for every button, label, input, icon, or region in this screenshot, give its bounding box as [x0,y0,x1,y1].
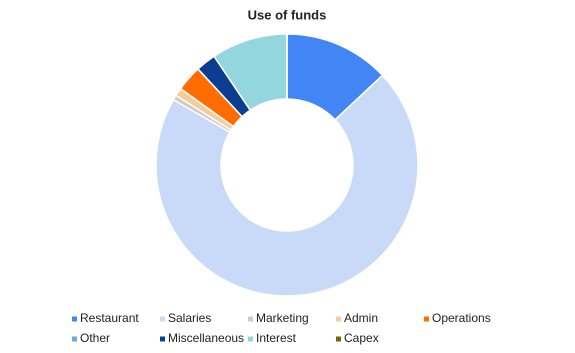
legend-swatch [160,336,165,342]
legend-swatch [424,316,429,322]
legend-swatch [72,336,77,342]
legend-swatch [248,316,253,322]
legend-label: Interest [256,331,297,345]
legend-label: Operations [432,311,491,325]
legend-label: Marketing [256,311,309,325]
chart-title: Use of funds [248,7,327,22]
legend-label: Other [80,331,110,345]
legend-swatch [72,316,77,322]
legend-swatch [336,316,341,322]
legend-label: Salaries [168,311,211,325]
legend-label: Miscellaneous [168,331,244,345]
legend-swatch [248,336,253,342]
legend-swatch [160,316,165,322]
legend-swatch [336,336,341,342]
legend-label: Capex [344,331,379,345]
legend-label: Admin [344,311,378,325]
legend-label: Restaurant [80,311,139,325]
donut-slice [155,74,419,297]
